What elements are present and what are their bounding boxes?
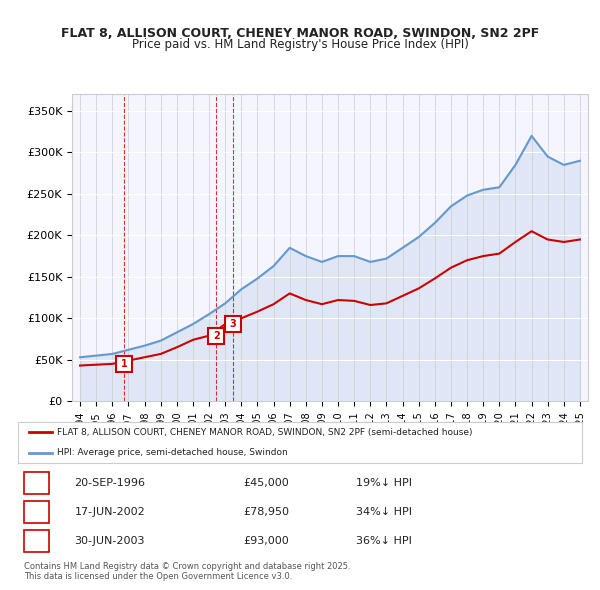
Text: 2: 2 xyxy=(213,331,220,341)
Text: 1: 1 xyxy=(121,359,127,369)
Text: £78,950: £78,950 xyxy=(244,507,290,517)
Text: FLAT 8, ALLISON COURT, CHENEY MANOR ROAD, SWINDON, SN2 2PF (semi-detached house): FLAT 8, ALLISON COURT, CHENEY MANOR ROAD… xyxy=(58,428,473,437)
Text: 3: 3 xyxy=(230,319,236,329)
FancyBboxPatch shape xyxy=(23,530,49,552)
Text: £45,000: £45,000 xyxy=(244,477,289,487)
FancyBboxPatch shape xyxy=(23,501,49,523)
Text: 17-JUN-2002: 17-JUN-2002 xyxy=(74,507,145,517)
Text: 30-JUN-2003: 30-JUN-2003 xyxy=(74,536,145,546)
FancyBboxPatch shape xyxy=(23,471,49,493)
Text: 36%↓ HPI: 36%↓ HPI xyxy=(356,536,412,546)
Text: FLAT 8, ALLISON COURT, CHENEY MANOR ROAD, SWINDON, SN2 2PF: FLAT 8, ALLISON COURT, CHENEY MANOR ROAD… xyxy=(61,27,539,40)
Text: 3: 3 xyxy=(32,536,40,546)
Text: Contains HM Land Registry data © Crown copyright and database right 2025.
This d: Contains HM Land Registry data © Crown c… xyxy=(24,562,350,581)
Text: 20-SEP-1996: 20-SEP-1996 xyxy=(74,477,145,487)
Text: Price paid vs. HM Land Registry's House Price Index (HPI): Price paid vs. HM Land Registry's House … xyxy=(131,38,469,51)
Text: 19%↓ HPI: 19%↓ HPI xyxy=(356,477,412,487)
Text: 34%↓ HPI: 34%↓ HPI xyxy=(356,507,412,517)
Text: 1: 1 xyxy=(32,477,40,487)
Text: 2: 2 xyxy=(32,507,40,517)
Text: £93,000: £93,000 xyxy=(244,536,289,546)
Text: HPI: Average price, semi-detached house, Swindon: HPI: Average price, semi-detached house,… xyxy=(58,448,288,457)
